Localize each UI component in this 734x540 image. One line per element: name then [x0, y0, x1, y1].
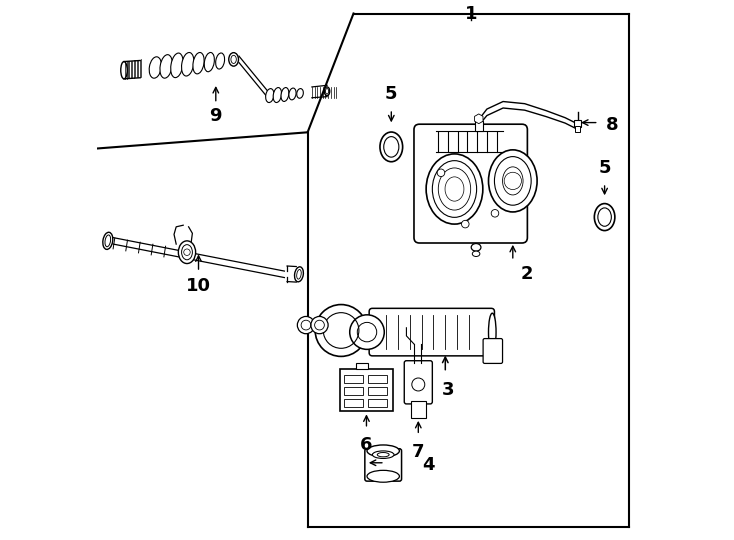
Bar: [368, 375, 387, 383]
Ellipse shape: [380, 132, 403, 162]
Circle shape: [349, 315, 385, 349]
Ellipse shape: [149, 57, 161, 78]
Circle shape: [297, 316, 315, 334]
Ellipse shape: [281, 87, 288, 102]
Text: 8: 8: [606, 116, 618, 134]
Ellipse shape: [178, 241, 196, 264]
Ellipse shape: [324, 87, 330, 96]
Text: 4: 4: [422, 456, 435, 475]
Ellipse shape: [193, 52, 204, 74]
Ellipse shape: [204, 52, 214, 72]
Ellipse shape: [229, 52, 239, 66]
Bar: [344, 387, 363, 395]
Ellipse shape: [426, 154, 483, 224]
Bar: [411, 401, 426, 418]
Ellipse shape: [289, 88, 296, 100]
Circle shape: [462, 220, 469, 228]
Ellipse shape: [171, 53, 183, 78]
Circle shape: [504, 172, 521, 190]
Bar: [574, 120, 581, 127]
Circle shape: [310, 316, 328, 334]
Bar: [368, 387, 387, 395]
Bar: [344, 375, 363, 383]
Text: 6: 6: [360, 436, 373, 454]
Bar: [475, 121, 482, 131]
Bar: [368, 399, 387, 407]
Text: 3: 3: [442, 381, 454, 399]
Circle shape: [437, 169, 445, 177]
Text: 10: 10: [186, 278, 211, 295]
Circle shape: [412, 378, 425, 391]
Text: 5: 5: [385, 85, 398, 103]
FancyBboxPatch shape: [483, 339, 503, 363]
Ellipse shape: [489, 150, 537, 212]
Ellipse shape: [181, 52, 194, 76]
Ellipse shape: [472, 251, 480, 256]
Ellipse shape: [367, 470, 399, 482]
Bar: [575, 126, 581, 132]
Ellipse shape: [160, 55, 172, 78]
FancyBboxPatch shape: [414, 124, 528, 243]
Text: 5: 5: [598, 159, 611, 177]
Circle shape: [184, 249, 190, 255]
Ellipse shape: [471, 244, 481, 251]
FancyBboxPatch shape: [369, 308, 495, 356]
FancyBboxPatch shape: [404, 361, 432, 404]
Ellipse shape: [273, 87, 282, 103]
Bar: [340, 369, 393, 411]
Circle shape: [315, 305, 367, 356]
Ellipse shape: [489, 313, 496, 351]
Text: 7: 7: [412, 443, 424, 461]
Circle shape: [491, 210, 499, 217]
Text: 9: 9: [209, 107, 222, 125]
Ellipse shape: [266, 89, 274, 103]
Ellipse shape: [367, 445, 399, 457]
Ellipse shape: [297, 89, 303, 98]
Ellipse shape: [372, 451, 394, 458]
Ellipse shape: [595, 204, 615, 231]
Text: 1: 1: [465, 5, 478, 23]
Ellipse shape: [216, 53, 225, 69]
Text: 2: 2: [520, 265, 533, 282]
Ellipse shape: [294, 267, 303, 282]
Ellipse shape: [103, 232, 113, 249]
FancyBboxPatch shape: [365, 449, 401, 481]
Bar: [344, 399, 363, 407]
Bar: [356, 363, 368, 369]
